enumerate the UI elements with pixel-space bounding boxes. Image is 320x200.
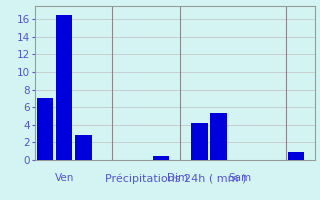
Bar (288, 152, 304, 160)
Bar (37, 98, 53, 160)
Text: Dim: Dim (166, 173, 188, 183)
Bar (56, 15, 72, 160)
Text: Ven: Ven (54, 173, 74, 183)
Bar (153, 156, 169, 160)
Bar (191, 123, 208, 160)
Bar (211, 113, 227, 160)
X-axis label: Précipitations 24h ( mm ): Précipitations 24h ( mm ) (105, 174, 246, 184)
Bar (75, 135, 92, 160)
Text: Sam: Sam (228, 173, 252, 183)
